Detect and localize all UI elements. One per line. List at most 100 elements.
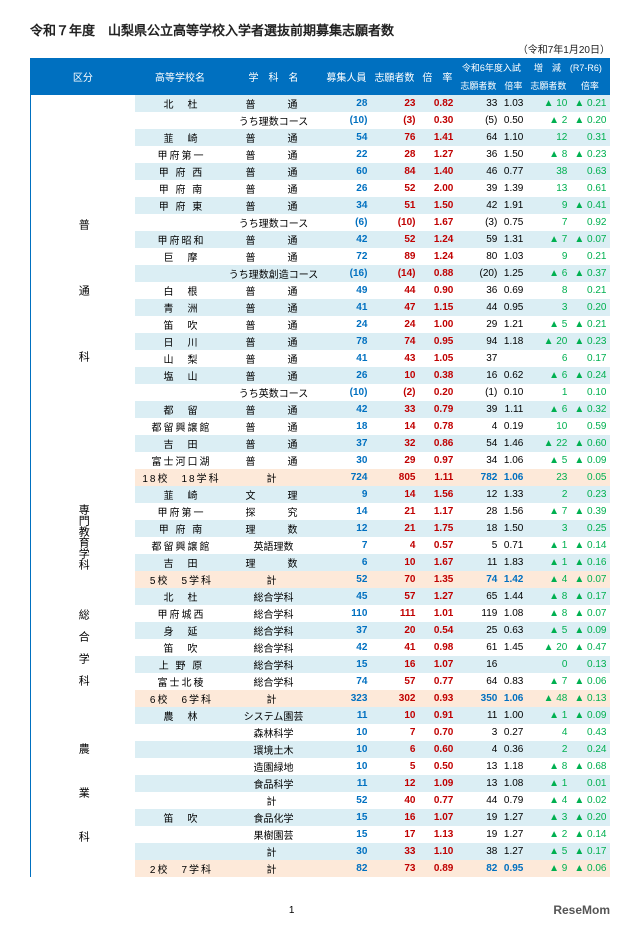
prev-ratio-cell: 1.06 bbox=[500, 690, 526, 707]
prev-app-cell: 16 bbox=[456, 367, 500, 384]
prev-ratio-cell: 0.95 bbox=[500, 860, 526, 877]
ratio-cell: 0.20 bbox=[418, 384, 456, 401]
diff-app-cell: ▲ 6 bbox=[526, 265, 570, 282]
diff-ratio-cell: ▲ 0.09 bbox=[570, 622, 609, 639]
diff-ratio-cell: ▲ 0.17 bbox=[570, 588, 609, 605]
ratio-cell: 0.90 bbox=[418, 282, 456, 299]
diff-app-cell: ▲ 7 bbox=[526, 503, 570, 520]
capacity-cell: 14 bbox=[322, 503, 370, 520]
prev-app-cell: 64 bbox=[456, 129, 500, 146]
diff-ratio-cell: 0.05 bbox=[570, 469, 609, 486]
capacity-cell: 74 bbox=[322, 673, 370, 690]
school-cell: 笛 吹 bbox=[135, 809, 224, 826]
prev-app-cell: 18 bbox=[456, 520, 500, 537]
th-diff-app: 志願者数 bbox=[526, 77, 570, 95]
diff-app-cell: 0 bbox=[526, 656, 570, 673]
diff-ratio-cell: ▲ 0.21 bbox=[570, 95, 609, 113]
prev-ratio-cell: 0.50 bbox=[500, 112, 526, 129]
applicants-cell: 32 bbox=[370, 435, 418, 452]
applicants-cell: 70 bbox=[370, 571, 418, 588]
capacity-cell: 7 bbox=[322, 537, 370, 554]
diff-ratio-cell: 0.61 bbox=[570, 180, 609, 197]
diff-ratio-cell: ▲ 0.32 bbox=[570, 401, 609, 418]
prev-ratio-cell: 0.19 bbox=[500, 418, 526, 435]
prev-app-cell: (5) bbox=[456, 112, 500, 129]
applicants-cell: 73 bbox=[370, 860, 418, 877]
applicants-cell: 28 bbox=[370, 146, 418, 163]
dept-cell: 造園緑地 bbox=[225, 758, 323, 775]
capacity-cell: 52 bbox=[322, 792, 370, 809]
category-cell: 農 業 科 bbox=[31, 707, 136, 877]
diff-app-cell: ▲ 20 bbox=[526, 333, 570, 350]
diff-ratio-cell: 0.01 bbox=[570, 775, 609, 792]
diff-ratio-cell: 0.20 bbox=[570, 299, 609, 316]
applicants-cell: 21 bbox=[370, 520, 418, 537]
diff-ratio-cell: ▲ 0.07 bbox=[570, 571, 609, 588]
school-cell: 笛 吹 bbox=[135, 316, 224, 333]
ratio-cell: 0.98 bbox=[418, 639, 456, 656]
capacity-cell: 34 bbox=[322, 197, 370, 214]
prev-app-cell: 5 bbox=[456, 537, 500, 554]
applicants-cell: 4 bbox=[370, 537, 418, 554]
dept-cell: 普 通 bbox=[225, 418, 323, 435]
school-cell: 吉 田 bbox=[135, 435, 224, 452]
school-cell: 都留興譲館 bbox=[135, 418, 224, 435]
prev-app-cell: 36 bbox=[456, 282, 500, 299]
diff-ratio-cell: 0.10 bbox=[570, 384, 609, 401]
diff-app-cell: ▲ 7 bbox=[526, 673, 570, 690]
table-row: 専門教育学科韮 崎文 理9141.56121.3320.23 bbox=[31, 486, 610, 503]
school-cell: 富士河口湖 bbox=[135, 452, 224, 469]
applicants-cell: 40 bbox=[370, 792, 418, 809]
diff-ratio-cell: ▲ 0.24 bbox=[570, 367, 609, 384]
capacity-cell: 30 bbox=[322, 843, 370, 860]
diff-ratio-cell: ▲ 0.06 bbox=[570, 860, 609, 877]
prev-ratio-cell: 1.46 bbox=[500, 435, 526, 452]
prev-ratio-cell: 0.77 bbox=[500, 163, 526, 180]
prev-ratio-cell: 1.03 bbox=[500, 95, 526, 113]
dept-cell: 総合学科 bbox=[225, 656, 323, 673]
applicants-cell: 84 bbox=[370, 163, 418, 180]
diff-app-cell: 9 bbox=[526, 248, 570, 265]
diff-app-cell: ▲ 8 bbox=[526, 146, 570, 163]
prev-app-cell: 11 bbox=[456, 554, 500, 571]
applicants-cell: 10 bbox=[370, 367, 418, 384]
diff-ratio-cell: ▲ 0.02 bbox=[570, 792, 609, 809]
capacity-cell: 37 bbox=[322, 435, 370, 452]
applicants-cell: 14 bbox=[370, 418, 418, 435]
diff-ratio-cell: ▲ 0.23 bbox=[570, 146, 609, 163]
prev-ratio-cell: 1.50 bbox=[500, 520, 526, 537]
ratio-cell: 1.67 bbox=[418, 214, 456, 231]
diff-ratio-cell: ▲ 0.23 bbox=[570, 333, 609, 350]
school-cell bbox=[135, 826, 224, 843]
school-cell: 白 根 bbox=[135, 282, 224, 299]
diff-app-cell: ▲ 2 bbox=[526, 826, 570, 843]
dept-cell: 普 通 bbox=[225, 197, 323, 214]
diff-app-cell: 9 bbox=[526, 197, 570, 214]
applicants-cell: 52 bbox=[370, 231, 418, 248]
prev-ratio-cell: 1.06 bbox=[500, 452, 526, 469]
ratio-cell: 1.56 bbox=[418, 486, 456, 503]
prev-ratio-cell: 0.75 bbox=[500, 214, 526, 231]
diff-ratio-cell: 0.13 bbox=[570, 656, 609, 673]
ratio-cell: 1.11 bbox=[418, 469, 456, 486]
dept-cell: 英語理数 bbox=[225, 537, 323, 554]
diff-app-cell: ▲ 2 bbox=[526, 112, 570, 129]
capacity-cell: 110 bbox=[322, 605, 370, 622]
applicants-cell: 23 bbox=[370, 95, 418, 113]
school-cell: 5校 5学科 bbox=[135, 571, 224, 588]
diff-app-cell: ▲ 48 bbox=[526, 690, 570, 707]
ratio-cell: 0.95 bbox=[418, 333, 456, 350]
diff-ratio-cell: 0.17 bbox=[570, 350, 609, 367]
prev-ratio-cell: 1.31 bbox=[500, 231, 526, 248]
applicants-cell: 14 bbox=[370, 486, 418, 503]
diff-ratio-cell: ▲ 0.17 bbox=[570, 843, 609, 860]
applicants-cell: 41 bbox=[370, 639, 418, 656]
dept-cell: 普 通 bbox=[225, 163, 323, 180]
dept-cell: 総合学科 bbox=[225, 605, 323, 622]
prev-app-cell: 38 bbox=[456, 843, 500, 860]
school-cell bbox=[135, 724, 224, 741]
ratio-cell: 0.50 bbox=[418, 758, 456, 775]
applicants-cell: 47 bbox=[370, 299, 418, 316]
prev-ratio-cell: 0.62 bbox=[500, 367, 526, 384]
diff-ratio-cell: ▲ 0.20 bbox=[570, 809, 609, 826]
